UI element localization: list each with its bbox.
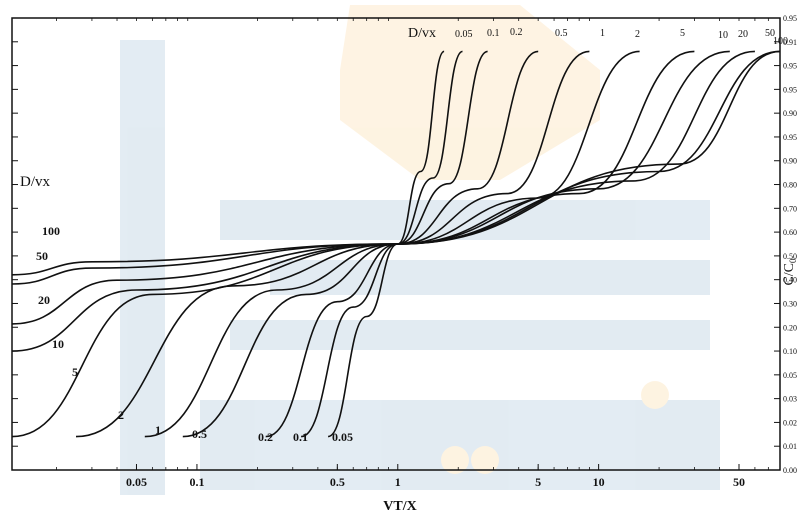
series-group-label-top: D/vx: [408, 26, 436, 41]
y-tick-label: 0.01: [783, 442, 797, 451]
curve-labels: 0.05 0.1 0.2 0.5 1 2 5 10 20 501000.050.10.20.512…: [36, 27, 788, 444]
y-tick-label: 0.50: [783, 252, 797, 261]
series-curves: [11, 50, 781, 438]
x-tick-label: 5: [535, 475, 541, 489]
plot-frame: [11, 17, 781, 471]
y-tick-label: 0.90: [783, 157, 797, 166]
top-curve-label: 1: [600, 28, 605, 39]
top-curve-label: 10: [718, 30, 728, 41]
y-tick-label: 0.00: [783, 466, 797, 475]
top-curve-label: 50: [765, 28, 775, 39]
bottom-curve-label: 0.5: [192, 427, 207, 441]
y-tick-label: 0.95: [783, 62, 797, 71]
y-tick-label: 0.02: [783, 418, 797, 427]
bottom-curve-label: 10: [52, 337, 64, 351]
bottom-curve-label: 50: [36, 249, 48, 263]
y-axis-label: C/C0: [782, 258, 798, 286]
y-tick-label: 0.95: [783, 14, 797, 23]
top-curve-label: 5: [680, 28, 685, 39]
y-tick-label: 0.05: [783, 371, 797, 380]
y-tick-label: 0.20: [783, 323, 797, 332]
top-curve-label: 100: [773, 36, 788, 47]
y-tick-label: 0.90: [783, 109, 797, 118]
x-tick-label: 1: [395, 475, 401, 489]
y-tick-label: 0.40: [783, 276, 797, 285]
top-curve-label: 0.5: [555, 28, 568, 39]
bottom-curve-label: 1: [155, 423, 161, 437]
y-tick-label: 0.95: [783, 133, 797, 142]
y-tick-label: 0.10: [783, 347, 797, 356]
x-tick-label: 0.1: [189, 475, 204, 489]
top-curve-label: 20: [738, 29, 748, 40]
bottom-curve-label: 20: [38, 293, 50, 307]
bottom-curve-label: 100: [42, 224, 60, 238]
top-curve-label: 0.05: [455, 29, 473, 40]
bottom-curve-label: 2: [118, 408, 124, 422]
bottom-curve-label: 0.05: [332, 430, 353, 444]
x-tick-label: 10: [593, 475, 605, 489]
y-tick-label: 0.60: [783, 228, 797, 237]
x-axis-label: VT/X: [383, 499, 416, 514]
top-curve-label: 0.1: [487, 28, 500, 39]
y-axis-ticks: 0.95 0.91 0.95 0.95 0.90 0.95 0.90 0.80 0.70 0.60…: [12, 14, 797, 475]
x-tick-label: 0.05: [126, 475, 147, 489]
series-group-label-left: D/vx: [20, 174, 51, 190]
bottom-curve-label: 0.2: [258, 430, 273, 444]
y-tick-label: 0.70: [783, 204, 797, 213]
y-tick-label: 0.80: [783, 181, 797, 190]
x-axis-ticks: 0.05 0.1 0.5 1 5 10 50: [56, 18, 781, 489]
y-tick-label: 0.91: [783, 38, 797, 47]
top-curve-label: 2: [635, 29, 640, 40]
bottom-curve-label: 0.1: [293, 430, 308, 444]
y-tick-label: 0.03: [783, 395, 797, 404]
x-tick-label: 50: [733, 475, 745, 489]
series-line-100: [11, 50, 781, 276]
bottom-curve-label: 5: [72, 365, 78, 379]
y-tick-label: 0.95: [783, 85, 797, 94]
x-tick-label: 0.5: [330, 475, 345, 489]
top-curve-label: 0.2: [510, 27, 523, 38]
watermark: [120, 5, 720, 495]
y-tick-label: 0.30: [783, 299, 797, 308]
